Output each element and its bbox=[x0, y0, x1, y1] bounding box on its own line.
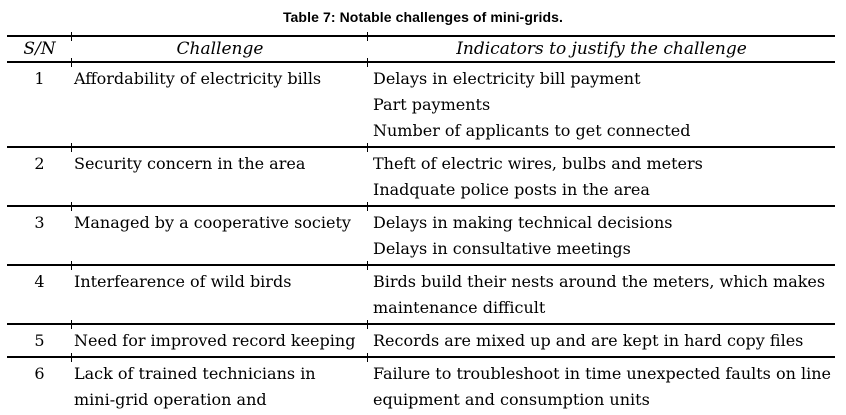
indicator-line: Theft of electric wires, bulbs and meter… bbox=[373, 154, 703, 173]
indicator-line: Delays in electricity bill payment bbox=[373, 69, 641, 88]
indicators-cell: Records are mixed up and are kept in har… bbox=[367, 319, 835, 358]
indicators-cell: Birds build their nests around the meter… bbox=[367, 260, 835, 325]
challenge-cell: Managed by a cooperative society bbox=[71, 201, 368, 266]
indicators-cell: Failure to troubleshoot in time unexpect… bbox=[367, 352, 835, 415]
table-row: 1 Affordability of electricity bills Del… bbox=[7, 57, 835, 148]
indicator-line: Birds build their nests around the meter… bbox=[373, 272, 826, 317]
sn-cell: 2 bbox=[7, 147, 72, 207]
table-row: 3 Managed by a cooperative society Delay… bbox=[7, 201, 835, 266]
table-row: 5 Need for improved record keeping Recor… bbox=[7, 319, 835, 358]
challenge-cell: Affordability of electricity bills bbox=[71, 57, 368, 148]
table-row: 4 Interfearence of wild birds Birds buil… bbox=[7, 260, 835, 325]
sn-cell: 5 bbox=[7, 324, 72, 358]
indicator-line: Delays in consultative meetings bbox=[373, 239, 631, 258]
challenge-cell: Security concern in the area bbox=[71, 142, 368, 207]
header-row: S/N Challenge Indicators to justify the … bbox=[7, 33, 835, 63]
sn-cell: 4 bbox=[7, 265, 72, 325]
indicator-line: Delays in making technical decisions bbox=[373, 213, 673, 232]
indicators-cell: Theft of electric wires, bulbs and meter… bbox=[367, 142, 835, 207]
column-header-sn: S/N bbox=[7, 35, 72, 63]
sn-cell: 6 bbox=[7, 357, 72, 415]
indicator-line: Inadquate police posts in the area bbox=[373, 180, 650, 199]
challenge-cell: Interfearence of wild birds bbox=[71, 260, 368, 325]
challenge-cell: Lack of trained technicians in mini-grid… bbox=[71, 352, 368, 415]
challenges-table: S/N Challenge Indicators to justify the … bbox=[7, 33, 835, 415]
indicator-line: Number of applicants to get connected bbox=[373, 121, 691, 140]
column-header-challenge: Challenge bbox=[71, 33, 368, 63]
indicator-line: Records are mixed up and are kept in har… bbox=[373, 331, 804, 350]
sn-cell: 3 bbox=[7, 206, 72, 266]
table-title: Table 7: Notable challenges of mini-grid… bbox=[282, 9, 564, 25]
table-row: 2 Security concern in the area Theft of … bbox=[7, 142, 835, 207]
indicators-cell: Delays in making technical decisions Del… bbox=[367, 201, 835, 266]
sn-cell: 1 bbox=[7, 62, 72, 148]
indicator-line: Part payments bbox=[373, 95, 491, 114]
column-header-indicators: Indicators to justify the challenge bbox=[367, 33, 835, 63]
indicator-line: Failure to troubleshoot in time unexpect… bbox=[373, 364, 832, 409]
indicators-cell: Delays in electricity bill payment Part … bbox=[367, 57, 835, 148]
challenge-cell: Need for improved record keeping bbox=[71, 319, 368, 358]
table-row: 6 Lack of trained technicians in mini-gr… bbox=[7, 352, 835, 415]
